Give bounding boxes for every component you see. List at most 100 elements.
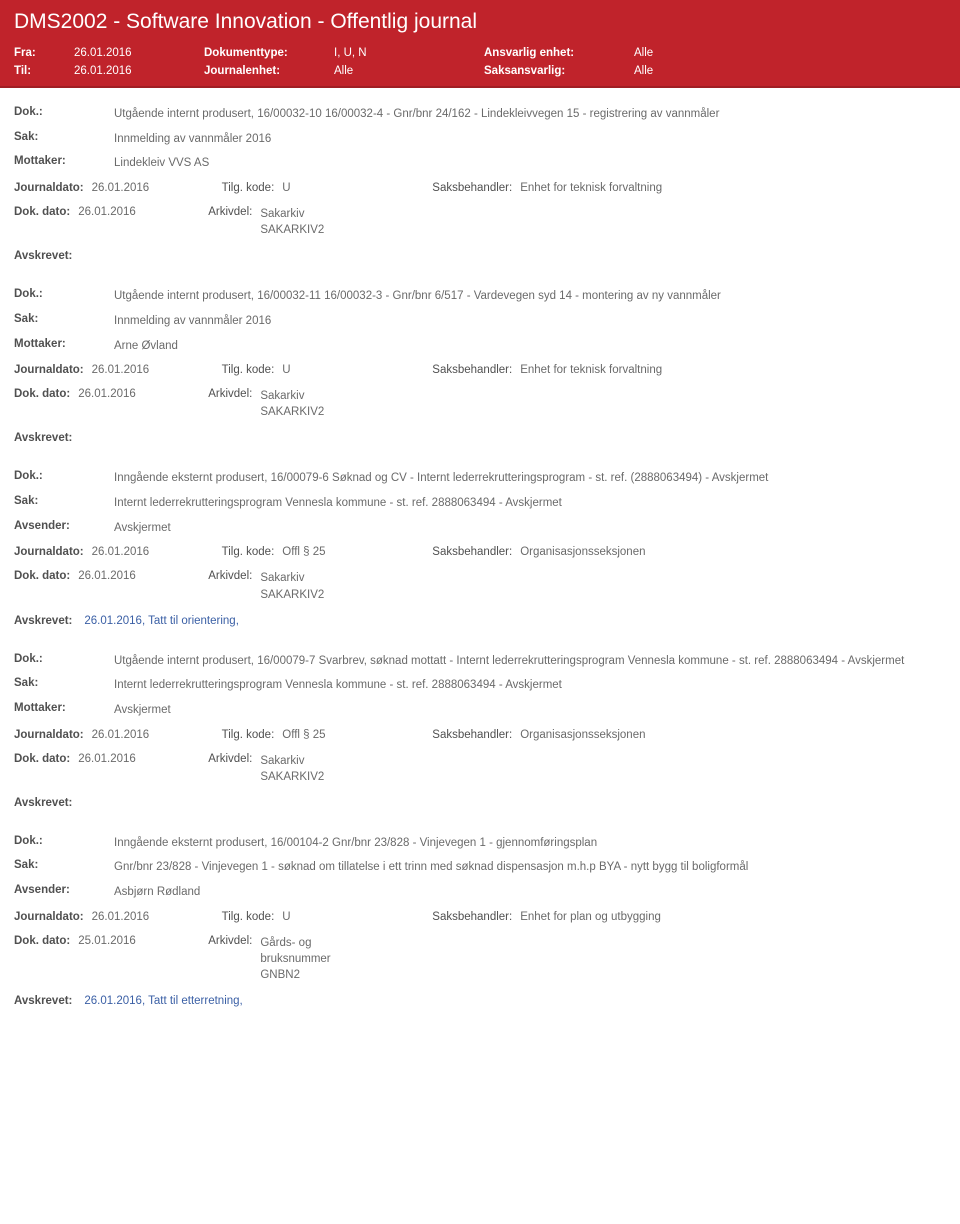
tilgkode-label: Tilg. kode: bbox=[222, 182, 275, 194]
journaldato-label: Journaldato: bbox=[14, 364, 84, 376]
saksbehandler-value: Enhet for teknisk forvaltning bbox=[520, 182, 662, 194]
party-label: Mottaker: bbox=[14, 338, 114, 355]
saksbehandler-value: Organisasjonsseksjonen bbox=[520, 546, 645, 558]
tilgkode-label: Tilg. kode: bbox=[222, 729, 275, 741]
sak-value: Internt lederrekrutteringsprogram Vennes… bbox=[114, 677, 946, 694]
arkivdel-label: Arkivdel: bbox=[208, 935, 252, 983]
saksbehandler-label: Saksbehandler: bbox=[432, 364, 512, 376]
arkivdel-value: Gårds- ogbruksnummerGNBN2 bbox=[260, 935, 390, 983]
saksbehandler-value: Enhet for teknisk forvaltning bbox=[520, 364, 662, 376]
dokdato-label: Dok. dato: bbox=[14, 388, 70, 420]
avskrevet-label: Avskrevet: bbox=[14, 432, 72, 444]
tilgkode-label: Tilg. kode: bbox=[222, 911, 275, 923]
journaldato-label: Journaldato: bbox=[14, 182, 84, 194]
journal-record: Dok.:Inngående eksternt produsert, 16/00… bbox=[0, 817, 960, 1015]
arkivdel-value: SakarkivSAKARKIV2 bbox=[260, 570, 390, 602]
journal-record: Dok.:Utgående internt produsert, 16/0003… bbox=[0, 88, 960, 270]
dok-value: Inngående eksternt produsert, 16/00104-2… bbox=[114, 835, 946, 852]
dokdato-value: 26.01.2016 bbox=[78, 753, 168, 785]
tilgkode-value: Offl § 25 bbox=[282, 729, 392, 741]
tilgkode-value: U bbox=[282, 364, 392, 376]
dokdato-label: Dok. dato: bbox=[14, 753, 70, 785]
dok-label: Dok.: bbox=[14, 106, 114, 123]
tilgkode-value: Offl § 25 bbox=[282, 546, 392, 558]
responsible-label: Saksansvarlig: bbox=[484, 65, 634, 77]
journalunit-value: Alle bbox=[334, 65, 484, 77]
party-label: Avsender: bbox=[14, 520, 114, 537]
journaldato-value: 26.01.2016 bbox=[92, 911, 182, 923]
header-title: DMS2002 - Software Innovation - Offentli… bbox=[14, 10, 946, 34]
saksbehandler-value: Enhet for plan og utbygging bbox=[520, 911, 661, 923]
saksbehandler-label: Saksbehandler: bbox=[432, 729, 512, 741]
header-row-1: Fra: 26.01.2016 Dokumenttype: I, U, N An… bbox=[14, 44, 946, 62]
party-label: Mottaker: bbox=[14, 702, 114, 719]
page-header: DMS2002 - Software Innovation - Offentli… bbox=[0, 0, 960, 88]
dok-label: Dok.: bbox=[14, 835, 114, 852]
dok-label: Dok.: bbox=[14, 653, 114, 670]
avskrevet-label: Avskrevet: bbox=[14, 995, 72, 1007]
arkivdel-value: SakarkivSAKARKIV2 bbox=[260, 206, 390, 238]
unit-label: Ansvarlig enhet: bbox=[484, 47, 634, 59]
party-value: Lindekleiv VVS AS bbox=[114, 155, 946, 172]
party-value: Avskjermet bbox=[114, 520, 946, 537]
party-value: Avskjermet bbox=[114, 702, 946, 719]
saksbehandler-label: Saksbehandler: bbox=[432, 182, 512, 194]
arkivdel-value: SakarkivSAKARKIV2 bbox=[260, 753, 390, 785]
arkivdel-label: Arkivdel: bbox=[208, 206, 252, 238]
doctype-label: Dokumenttype: bbox=[204, 47, 334, 59]
journaldato-label: Journaldato: bbox=[14, 546, 84, 558]
arkivdel-label: Arkivdel: bbox=[208, 753, 252, 785]
dok-label: Dok.: bbox=[14, 470, 114, 487]
arkivdel-label: Arkivdel: bbox=[208, 570, 252, 602]
sak-label: Sak: bbox=[14, 495, 114, 512]
dokdato-value: 26.01.2016 bbox=[78, 206, 168, 238]
responsible-value: Alle bbox=[634, 65, 734, 77]
saksbehandler-label: Saksbehandler: bbox=[432, 911, 512, 923]
saksbehandler-value: Organisasjonsseksjonen bbox=[520, 729, 645, 741]
dokdato-label: Dok. dato: bbox=[14, 570, 70, 602]
tilgkode-value: U bbox=[282, 911, 392, 923]
avskrevet-value: 26.01.2016, Tatt til orientering, bbox=[84, 615, 239, 627]
journaldato-value: 26.01.2016 bbox=[92, 729, 182, 741]
tilgkode-value: U bbox=[282, 182, 392, 194]
party-value: Asbjørn Rødland bbox=[114, 884, 946, 901]
dok-value: Utgående internt produsert, 16/00079-7 S… bbox=[114, 653, 946, 670]
from-value: 26.01.2016 bbox=[74, 47, 204, 59]
dok-value: Utgående internt produsert, 16/00032-11 … bbox=[114, 288, 946, 305]
sak-label: Sak: bbox=[14, 313, 114, 330]
saksbehandler-label: Saksbehandler: bbox=[432, 546, 512, 558]
party-value: Arne Øvland bbox=[114, 338, 946, 355]
dok-value: Inngående eksternt produsert, 16/00079-6… bbox=[114, 470, 946, 487]
journaldato-value: 26.01.2016 bbox=[92, 364, 182, 376]
avskrevet-label: Avskrevet: bbox=[14, 250, 72, 262]
journalunit-label: Journalenhet: bbox=[204, 65, 334, 77]
unit-value: Alle bbox=[634, 47, 734, 59]
sak-label: Sak: bbox=[14, 859, 114, 876]
dok-label: Dok.: bbox=[14, 288, 114, 305]
journaldato-value: 26.01.2016 bbox=[92, 546, 182, 558]
avskrevet-label: Avskrevet: bbox=[14, 615, 72, 627]
party-label: Mottaker: bbox=[14, 155, 114, 172]
to-label: Til: bbox=[14, 65, 74, 77]
avskrevet-value: 26.01.2016, Tatt til etterretning, bbox=[84, 995, 242, 1007]
dok-value: Utgående internt produsert, 16/00032-10 … bbox=[114, 106, 946, 123]
tilgkode-label: Tilg. kode: bbox=[222, 364, 275, 376]
arkivdel-value: SakarkivSAKARKIV2 bbox=[260, 388, 390, 420]
journaldato-value: 26.01.2016 bbox=[92, 182, 182, 194]
arkivdel-label: Arkivdel: bbox=[208, 388, 252, 420]
journal-record: Dok.:Inngående eksternt produsert, 16/00… bbox=[0, 452, 960, 634]
sak-label: Sak: bbox=[14, 131, 114, 148]
dokdato-value: 26.01.2016 bbox=[78, 388, 168, 420]
journaldato-label: Journaldato: bbox=[14, 729, 84, 741]
tilgkode-label: Tilg. kode: bbox=[222, 546, 275, 558]
sak-value: Innmelding av vannmåler 2016 bbox=[114, 131, 946, 148]
journal-record: Dok.:Utgående internt produsert, 16/0007… bbox=[0, 635, 960, 817]
from-label: Fra: bbox=[14, 47, 74, 59]
dokdato-label: Dok. dato: bbox=[14, 935, 70, 983]
dokdato-value: 25.01.2016 bbox=[78, 935, 168, 983]
journal-record: Dok.:Utgående internt produsert, 16/0003… bbox=[0, 270, 960, 452]
dokdato-value: 26.01.2016 bbox=[78, 570, 168, 602]
sak-value: Gnr/bnr 23/828 - Vinjevegen 1 - søknad o… bbox=[114, 859, 946, 876]
sak-label: Sak: bbox=[14, 677, 114, 694]
to-value: 26.01.2016 bbox=[74, 65, 204, 77]
